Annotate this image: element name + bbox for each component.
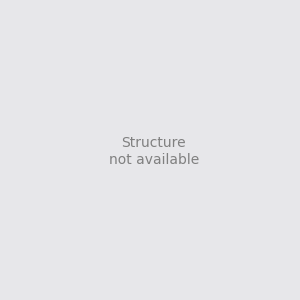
Text: Structure
not available: Structure not available [109, 136, 199, 166]
